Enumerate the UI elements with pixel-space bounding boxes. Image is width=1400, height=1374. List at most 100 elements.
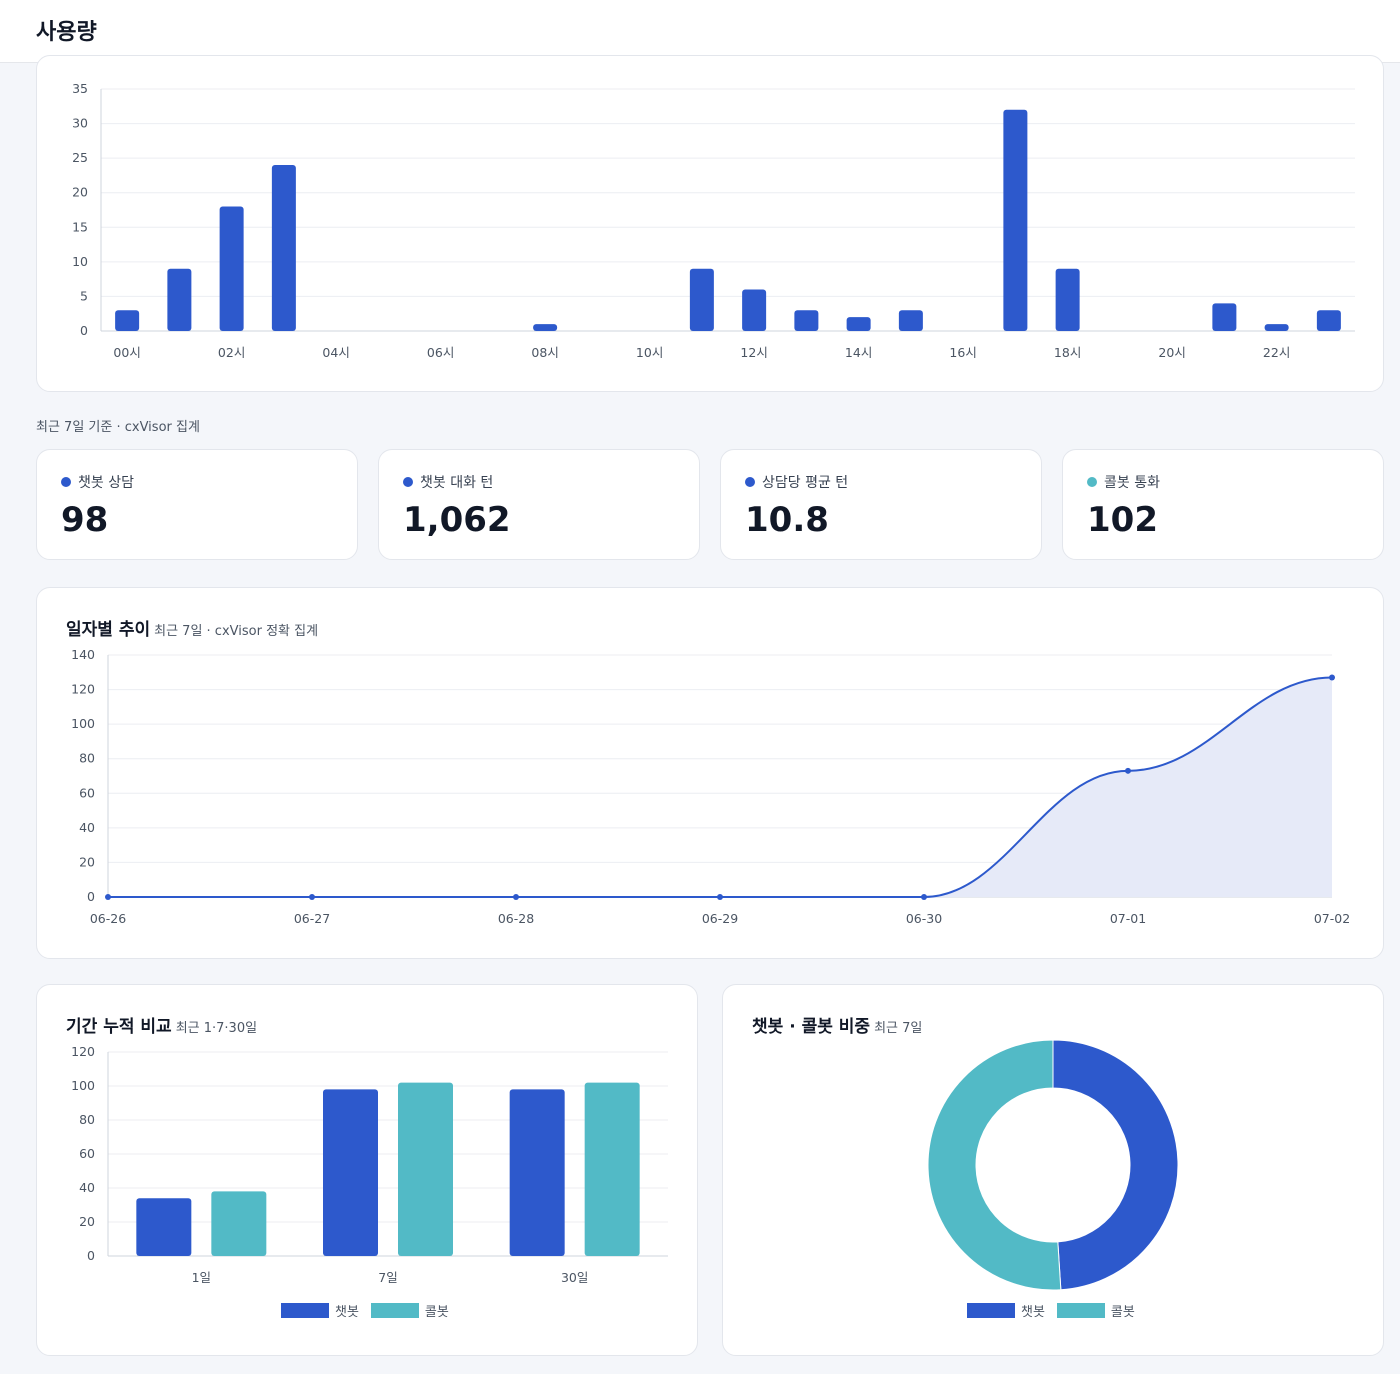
data-point (1125, 767, 1131, 774)
donut-slice (927, 1039, 1062, 1291)
y-tick-label: 35 (72, 81, 88, 96)
x-tick-label: 12시 (740, 345, 767, 360)
legend-item-chatbot[interactable]: 챗봇 (967, 1301, 1045, 1320)
y-tick-label: 120 (71, 1044, 95, 1059)
kpi-value: 10.8 (745, 500, 829, 540)
bar (689, 268, 714, 331)
legend-swatch (967, 1303, 1015, 1318)
y-tick-label: 5 (80, 288, 88, 303)
bar (1055, 268, 1080, 331)
bar (794, 310, 819, 331)
share-donut-chart (927, 1039, 1179, 1291)
data-point (513, 894, 519, 900)
bar (323, 1089, 378, 1256)
data-point (921, 894, 927, 900)
y-tick-label: 40 (79, 1180, 95, 1195)
y-tick-label: 100 (71, 716, 95, 731)
summary-note: 최근 7일 기준 · cxVisor 집계 (36, 420, 200, 435)
kpi-label-text: 상담당 평균 턴 (762, 475, 849, 491)
bar (271, 165, 296, 331)
bar (533, 324, 558, 331)
y-tick-label: 25 (72, 150, 88, 165)
kpi-label-text: 콜봇 통화 (1104, 475, 1160, 491)
page-title: 사용량 (36, 20, 97, 45)
kpi-card-callbot-calls: 콜봇 통화 102 (1062, 449, 1384, 560)
x-tick-label: 1일 (192, 1270, 211, 1285)
bar (1316, 310, 1341, 331)
y-tick-label: 0 (80, 323, 88, 338)
y-tick-label: 100 (71, 1078, 95, 1093)
x-tick-label: 02시 (218, 345, 245, 360)
share-title: 챗봇 · 콜봇 비중 최근 7일 (752, 1012, 922, 1037)
donut-slice (1052, 1039, 1179, 1291)
data-point (717, 894, 723, 900)
y-tick-label: 140 (71, 647, 95, 662)
x-tick-label: 10시 (636, 345, 663, 360)
share-card: 챗봇 · 콜봇 비중 최근 7일 챗봇 콜봇 (722, 984, 1384, 1356)
kpi-label-text: 챗봇 대화 턴 (420, 475, 494, 491)
kpi-card-chatbot-sessions: 챗봇 상담 98 (36, 449, 358, 560)
bar (846, 317, 871, 331)
status-dot-icon (1087, 477, 1097, 487)
y-tick-label: 15 (72, 219, 88, 234)
status-dot-icon (61, 477, 71, 487)
x-tick-label: 22시 (1263, 345, 1290, 360)
area-fill (108, 677, 1332, 897)
x-tick-label: 06시 (427, 345, 454, 360)
hourly-usage-card: 0 5 10 15 20 25 30 35 00시 02시 04시 06시 08시 10시 12시 14시 16… (36, 55, 1384, 392)
period-compare-chart: 0 20 40 60 80 100 120 1일 7일 30일 (71, 1044, 668, 1285)
bar (1264, 324, 1289, 331)
kpi-value: 1,062 (403, 500, 511, 540)
status-dot-icon (403, 477, 413, 487)
y-tick-label: 60 (79, 1146, 95, 1161)
x-tick-label: 7일 (378, 1270, 397, 1285)
hourly-bar-chart: 0 5 10 15 20 25 30 35 00시 02시 04시 06시 08시 10시 12시 14시 16… (72, 81, 1355, 360)
x-tick-label: 30일 (561, 1270, 588, 1285)
bar (167, 268, 192, 331)
card-title-text: 일자별 추이 (66, 620, 151, 640)
y-tick-label: 0 (87, 889, 95, 904)
kpi-label: 챗봇 대화 턴 (403, 472, 493, 492)
legend-item-callbot[interactable]: 콜봇 (370, 1301, 449, 1320)
page-header: 사용량 (0, 0, 1400, 63)
card-subtitle: 최근 7일 · cxVisor 정확 집계 (154, 624, 319, 639)
x-tick-label: 06-26 (90, 911, 126, 926)
daily-trend-title: 일자별 추이 최근 7일 · cxVisor 정확 집계 (66, 615, 318, 640)
legend-item-chatbot[interactable]: 챗봇 (281, 1301, 359, 1320)
period-compare-title: 기간 누적 비교 최근 1·7·30일 (66, 1012, 257, 1037)
x-tick-label: 00시 (113, 345, 140, 360)
x-tick-label: 16시 (949, 345, 976, 360)
data-point (105, 894, 111, 900)
bar (584, 1082, 640, 1256)
card-subtitle: 최근 1·7·30일 (175, 1021, 258, 1036)
legend-swatch (1056, 1303, 1105, 1318)
bar (509, 1089, 565, 1256)
x-tick-label: 14시 (845, 345, 872, 360)
legend-label: 챗봇 (335, 1305, 359, 1320)
legend-swatch (281, 1303, 329, 1318)
kpi-label: 챗봇 상담 (61, 472, 134, 492)
y-tick-label: 80 (79, 751, 95, 766)
y-tick-label: 40 (79, 820, 95, 835)
bar (115, 310, 140, 331)
y-tick-label: 10 (72, 254, 88, 269)
kpi-label: 콜봇 통화 (1087, 472, 1160, 492)
bar (898, 310, 923, 331)
bar (136, 1198, 192, 1256)
y-tick-label: 60 (79, 785, 95, 800)
card-title-text: 기간 누적 비교 (66, 1017, 172, 1037)
legend-swatch (370, 1303, 419, 1318)
kpi-value: 98 (61, 500, 109, 540)
kpi-label-text: 챗봇 상담 (78, 475, 134, 491)
y-tick-label: 20 (79, 854, 95, 869)
data-point (309, 894, 315, 900)
x-tick-label: 06-30 (906, 911, 942, 926)
bar (1212, 303, 1237, 331)
y-tick-label: 30 (72, 116, 88, 131)
x-tick-label: 06-29 (702, 911, 738, 926)
kpi-card-chatbot-turns: 챗봇 대화 턴 1,062 (378, 449, 700, 560)
legend-item-callbot[interactable]: 콜봇 (1056, 1301, 1135, 1320)
daily-trend-chart: 0 20 40 60 80 100 120 140 06-26 06-27 06-28 06-29 06… (71, 647, 1350, 926)
data-point (1329, 674, 1335, 681)
status-dot-icon (745, 477, 755, 487)
